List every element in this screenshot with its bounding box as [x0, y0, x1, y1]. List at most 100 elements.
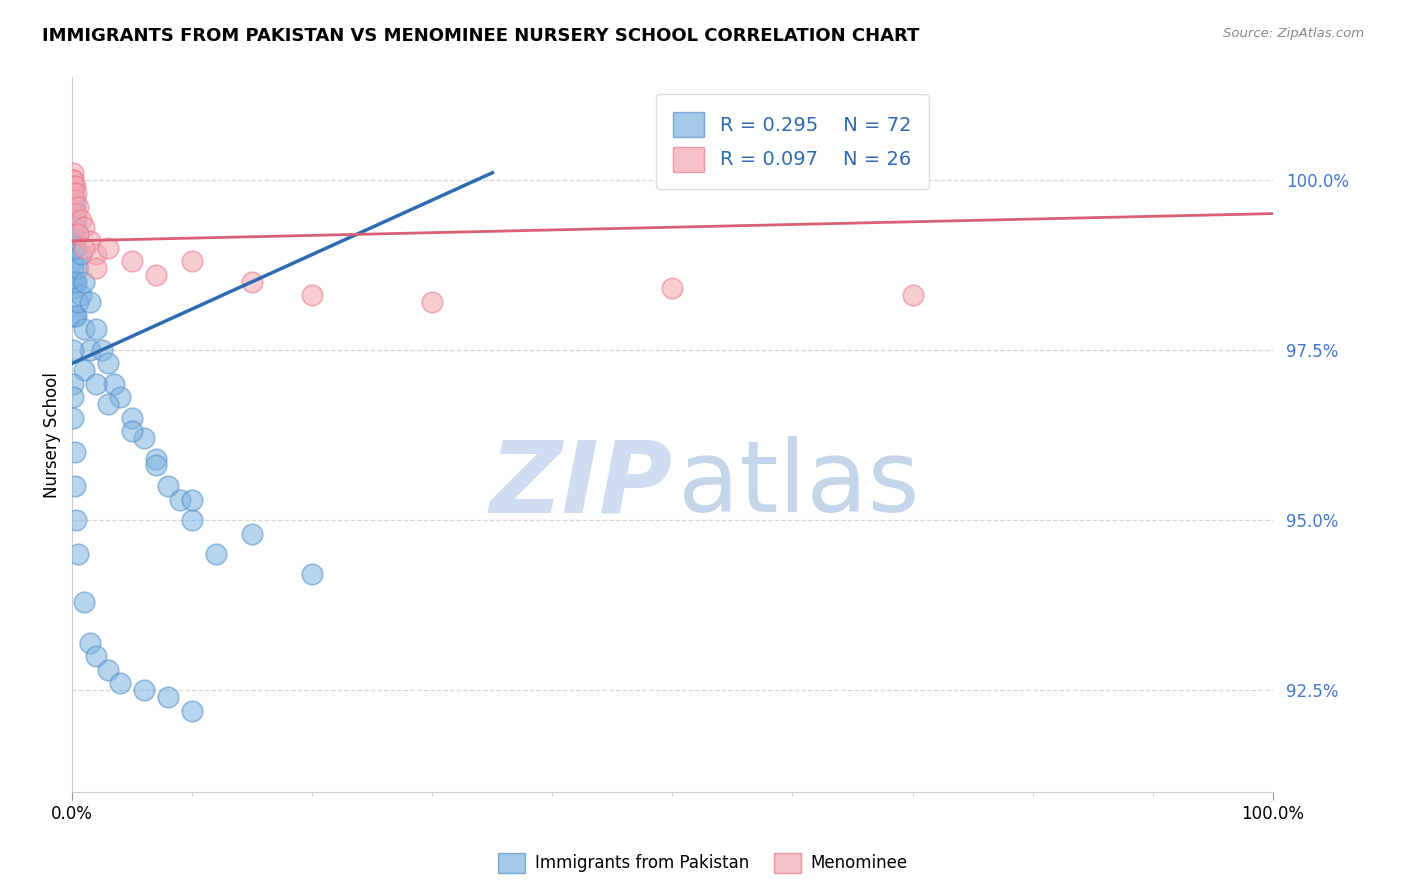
Point	[63, 200, 86, 214]
Point	[240, 526, 263, 541]
Point	[63, 309, 86, 323]
Point	[69, 213, 91, 227]
Point	[62, 186, 84, 201]
Point	[63, 193, 86, 207]
Point	[79, 234, 101, 248]
Point	[205, 547, 228, 561]
Point	[65, 206, 87, 220]
Point	[62, 166, 84, 180]
Point	[62, 261, 84, 276]
Point	[62, 179, 84, 194]
Point	[661, 281, 683, 295]
Point	[145, 451, 167, 466]
Point	[67, 200, 90, 214]
Point	[62, 410, 84, 425]
Point	[67, 227, 90, 241]
Point	[62, 186, 84, 201]
Point	[73, 322, 96, 336]
Point	[121, 410, 143, 425]
Point	[181, 254, 204, 268]
Point	[62, 343, 84, 357]
Point	[97, 241, 120, 255]
Point	[62, 391, 84, 405]
Point	[79, 635, 101, 649]
Point	[110, 391, 132, 405]
Point	[62, 179, 84, 194]
Point	[84, 247, 107, 261]
Point	[84, 261, 107, 276]
Text: atlas: atlas	[679, 436, 920, 533]
Point	[63, 241, 86, 255]
Point	[97, 663, 120, 677]
Point	[121, 254, 143, 268]
Point	[301, 567, 323, 582]
Point	[145, 458, 167, 473]
Point	[157, 690, 180, 704]
Point	[181, 513, 204, 527]
Point	[67, 547, 90, 561]
Point	[62, 172, 84, 186]
Point	[91, 343, 114, 357]
Point	[73, 595, 96, 609]
Point	[79, 343, 101, 357]
Point	[121, 425, 143, 439]
Point	[181, 704, 204, 718]
Point	[62, 227, 84, 241]
Point	[134, 683, 156, 698]
Point	[84, 649, 107, 664]
Point	[62, 206, 84, 220]
Point	[67, 261, 90, 276]
Point	[97, 397, 120, 411]
Point	[62, 193, 84, 207]
Point	[181, 492, 204, 507]
Point	[73, 363, 96, 377]
Point	[62, 172, 84, 186]
Point	[79, 295, 101, 310]
Point	[62, 309, 84, 323]
Point	[62, 281, 84, 295]
Point	[62, 200, 84, 214]
Point	[65, 186, 87, 201]
Point	[901, 288, 924, 302]
Point	[69, 247, 91, 261]
Point	[169, 492, 191, 507]
Point	[73, 241, 96, 255]
Point	[73, 220, 96, 235]
Point	[145, 268, 167, 282]
Point	[62, 220, 84, 235]
Point	[240, 275, 263, 289]
Y-axis label: Nursery School: Nursery School	[44, 372, 60, 498]
Point	[63, 179, 86, 194]
Point	[301, 288, 323, 302]
Point	[65, 275, 87, 289]
Point	[62, 275, 84, 289]
Text: Source: ZipAtlas.com: Source: ZipAtlas.com	[1223, 27, 1364, 40]
Point	[63, 275, 86, 289]
Point	[69, 288, 91, 302]
Legend: Immigrants from Pakistan, Menominee: Immigrants from Pakistan, Menominee	[492, 847, 914, 880]
Point	[422, 295, 444, 310]
Point	[84, 322, 107, 336]
Point	[134, 431, 156, 445]
Point	[62, 193, 84, 207]
Point	[63, 479, 86, 493]
Point	[63, 445, 86, 459]
Point	[62, 376, 84, 391]
Point	[67, 227, 90, 241]
Text: ZIP: ZIP	[489, 436, 672, 533]
Point	[62, 206, 84, 220]
Point	[65, 513, 87, 527]
Point	[62, 213, 84, 227]
Point	[110, 676, 132, 690]
Point	[65, 309, 87, 323]
Legend: R = 0.295    N = 72, R = 0.097    N = 26: R = 0.295 N = 72, R = 0.097 N = 26	[655, 95, 929, 189]
Point	[97, 356, 120, 370]
Point	[67, 295, 90, 310]
Point	[62, 220, 84, 235]
Point	[84, 376, 107, 391]
Point	[65, 241, 87, 255]
Point	[103, 376, 125, 391]
Point	[157, 479, 180, 493]
Point	[73, 275, 96, 289]
Point	[63, 220, 86, 235]
